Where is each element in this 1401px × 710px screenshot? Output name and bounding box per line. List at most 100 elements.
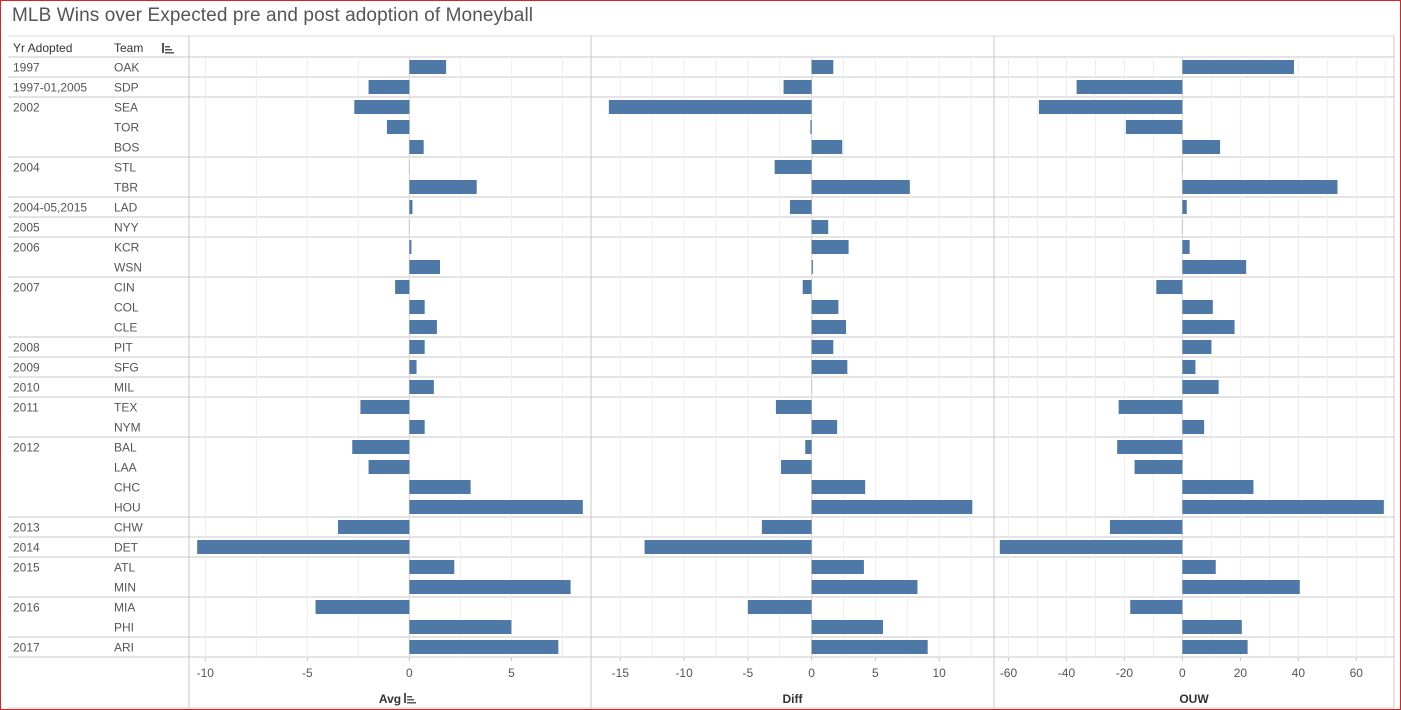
bar-ouw-stl[interactable] <box>1181 160 1183 174</box>
bar-avg-chc[interactable] <box>409 480 471 494</box>
bar-avg-col[interactable] <box>409 300 425 314</box>
bar-avg-cle[interactable] <box>409 320 437 334</box>
bar-ouw-pit[interactable] <box>1182 340 1212 354</box>
bar-diff-phi[interactable] <box>811 620 884 634</box>
bar-ouw-tex[interactable] <box>1118 400 1183 414</box>
bar-avg-min[interactable] <box>409 580 571 594</box>
bar-diff-lad[interactable] <box>789 200 812 214</box>
bar-avg-lad[interactable] <box>409 200 413 214</box>
bar-diff-chw[interactable] <box>761 520 812 534</box>
bar-ouw-tbr[interactable] <box>1182 180 1338 194</box>
bar-ouw-nym[interactable] <box>1182 420 1205 434</box>
team-label: DET <box>114 541 139 555</box>
bar-diff-pit[interactable] <box>811 340 834 354</box>
bar-ouw-sdp[interactable] <box>1076 80 1183 94</box>
bar-diff-ari[interactable] <box>811 640 928 654</box>
bar-avg-sfg[interactable] <box>409 360 417 374</box>
bar-ouw-mil[interactable] <box>1182 380 1219 394</box>
bar-diff-stl[interactable] <box>774 160 812 174</box>
sort-icon[interactable] <box>162 43 174 54</box>
bar-diff-wsn[interactable] <box>811 260 813 274</box>
axis-label-ouw[interactable]: OUW <box>1179 692 1209 706</box>
bar-diff-hou[interactable] <box>811 500 973 514</box>
bar-ouw-mia[interactable] <box>1130 600 1183 614</box>
bar-ouw-cle[interactable] <box>1182 320 1235 334</box>
bar-avg-bos[interactable] <box>409 140 424 154</box>
bar-ouw-chw[interactable] <box>1109 520 1183 534</box>
bar-diff-tbr[interactable] <box>811 180 910 194</box>
bar-diff-col[interactable] <box>811 300 839 314</box>
bar-avg-tbr[interactable] <box>409 180 477 194</box>
bar-avg-sea[interactable] <box>354 100 410 114</box>
bar-avg-bal[interactable] <box>352 440 410 454</box>
bar-ouw-wsn[interactable] <box>1182 260 1247 274</box>
bar-diff-det[interactable] <box>644 540 812 554</box>
bar-avg-pit[interactable] <box>409 340 425 354</box>
bar-avg-atl[interactable] <box>409 560 455 574</box>
bar-avg-mil[interactable] <box>409 380 434 394</box>
bar-ouw-cin[interactable] <box>1156 280 1183 294</box>
bar-avg-sdp[interactable] <box>368 80 410 94</box>
bar-ouw-kcr[interactable] <box>1182 240 1190 254</box>
bar-diff-bos[interactable] <box>811 140 843 154</box>
bar-avg-wsn[interactable] <box>409 260 440 274</box>
bar-avg-phi[interactable] <box>409 620 512 634</box>
bar-ouw-det[interactable] <box>999 540 1183 554</box>
bar-ouw-hou[interactable] <box>1182 500 1384 514</box>
bar-ouw-sfg[interactable] <box>1182 360 1196 374</box>
bar-avg-oak[interactable] <box>409 60 447 74</box>
bar-ouw-sea[interactable] <box>1038 100 1183 114</box>
sort-icon[interactable] <box>404 693 416 704</box>
bar-diff-cin[interactable] <box>802 280 812 294</box>
bar-avg-nym[interactable] <box>409 420 425 434</box>
bar-avg-det[interactable] <box>197 540 410 554</box>
bar-diff-bal[interactable] <box>805 440 812 454</box>
bar-diff-cle[interactable] <box>811 320 847 334</box>
bar-diff-laa[interactable] <box>781 460 812 474</box>
bar-ouw-laa[interactable] <box>1134 460 1183 474</box>
bar-ouw-bal[interactable] <box>1117 440 1183 454</box>
bar-diff-sfg[interactable] <box>811 360 848 374</box>
bar-diff-nyy[interactable] <box>811 220 829 234</box>
bar-diff-tex[interactable] <box>775 400 812 414</box>
tick-label: -10 <box>675 666 693 680</box>
axis-label-diff[interactable]: Diff <box>783 692 804 706</box>
bar-diff-min[interactable] <box>811 580 918 594</box>
bar-avg-tex[interactable] <box>360 400 410 414</box>
bar-diff-nym[interactable] <box>811 420 838 434</box>
header-year[interactable]: Yr Adopted <box>13 41 72 55</box>
bar-avg-tor[interactable] <box>386 120 410 134</box>
bar-ouw-chc[interactable] <box>1182 480 1254 494</box>
bar-diff-atl[interactable] <box>811 560 864 574</box>
bar-ouw-lad[interactable] <box>1182 200 1187 214</box>
bar-diff-sdp[interactable] <box>783 80 812 94</box>
bar-diff-sea[interactable] <box>608 100 812 114</box>
bar-ouw-oak[interactable] <box>1182 60 1294 74</box>
bar-avg-hou[interactable] <box>409 500 583 514</box>
bar-avg-ari[interactable] <box>409 640 559 654</box>
bar-avg-chw[interactable] <box>337 520 410 534</box>
bar-diff-tor[interactable] <box>810 120 812 134</box>
bar-diff-kcr[interactable] <box>811 240 849 254</box>
bar-avg-laa[interactable] <box>368 460 410 474</box>
bar-avg-kcr[interactable] <box>409 240 412 254</box>
bar-ouw-tor[interactable] <box>1125 120 1183 134</box>
bar-avg-mia[interactable] <box>315 600 410 614</box>
bar-ouw-bos[interactable] <box>1182 140 1221 154</box>
bar-ouw-atl[interactable] <box>1182 560 1216 574</box>
bar-diff-oak[interactable] <box>811 60 834 74</box>
bar-avg-cin[interactable] <box>395 280 410 294</box>
header-team[interactable]: Team <box>114 41 143 55</box>
bar-ouw-phi[interactable] <box>1182 620 1242 634</box>
bar-ouw-nyy[interactable] <box>1181 220 1183 234</box>
bar-avg-nyy[interactable] <box>408 220 410 234</box>
bar-ouw-col[interactable] <box>1182 300 1213 314</box>
bar-ouw-ari[interactable] <box>1182 640 1248 654</box>
bar-diff-mia[interactable] <box>747 600 812 614</box>
bar-avg-stl[interactable] <box>408 160 410 174</box>
axis-label-avg[interactable]: Avg <box>379 692 401 706</box>
year-label: 2016 <box>13 601 40 615</box>
bar-diff-chc[interactable] <box>811 480 866 494</box>
bar-diff-mil[interactable] <box>811 380 813 394</box>
bar-ouw-min[interactable] <box>1182 580 1300 594</box>
